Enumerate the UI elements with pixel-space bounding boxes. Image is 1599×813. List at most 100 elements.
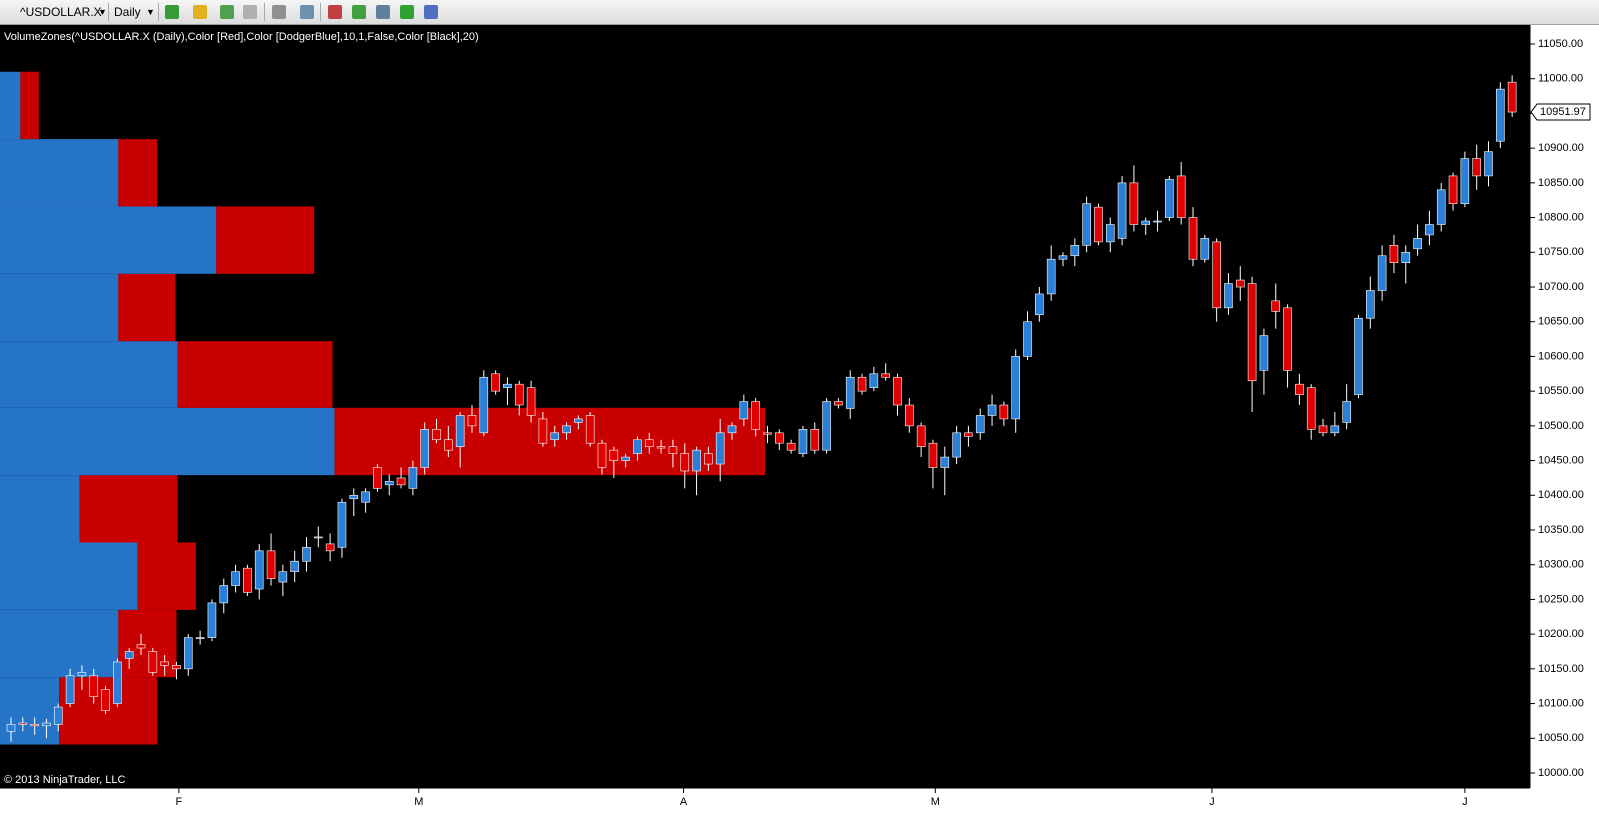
- candle-body: [1283, 307, 1292, 371]
- y-tick-label: 10550.00: [1538, 385, 1584, 397]
- candle-body: [822, 401, 831, 451]
- indicator-label: VolumeZones(^USDOLLAR.X (Daily),Color [R…: [4, 31, 479, 43]
- candle-body: [1035, 293, 1044, 316]
- candle-body: [1507, 81, 1517, 113]
- dropdown-arrow: ▼: [98, 7, 107, 17]
- chart-style-button[interactable]: [165, 5, 179, 19]
- candle-body: [1318, 425, 1328, 434]
- x-tick-label: M: [931, 796, 940, 808]
- y-tick-label: 10650.00: [1538, 316, 1584, 328]
- candle-body: [491, 373, 500, 392]
- candle-body: [574, 418, 583, 423]
- y-tick-label: 10500.00: [1538, 420, 1584, 432]
- candle-body: [1436, 189, 1446, 225]
- candle-body: [254, 550, 264, 590]
- candle-body: [113, 661, 122, 704]
- candle-body: [1271, 300, 1281, 312]
- candle-body: [101, 689, 110, 711]
- candle-body: [53, 706, 63, 725]
- candle-body: [337, 501, 347, 548]
- strategies-button[interactable]: [376, 5, 390, 19]
- candle-body: [1389, 245, 1399, 263]
- candle-body: [597, 442, 607, 468]
- candle-body: [1484, 151, 1493, 177]
- zoom-button[interactable]: [300, 5, 314, 19]
- candle-body: [715, 432, 725, 465]
- candle-body: [1413, 238, 1422, 250]
- candle-body: [550, 432, 560, 441]
- candle-body: [148, 651, 158, 673]
- candle-body: [42, 722, 51, 727]
- candle-body: [987, 404, 997, 416]
- zone-down-volume: [79, 475, 178, 543]
- dropdown-arrow: ▼: [146, 7, 155, 17]
- symbol-selector[interactable]: ^USDOLLAR.X: [20, 5, 102, 19]
- candle-body: [1306, 387, 1316, 430]
- candle-body: [1082, 203, 1091, 246]
- data-box-button[interactable]: [424, 5, 438, 19]
- copyright: © 2013 NinjaTrader, LLC: [4, 774, 125, 786]
- candle-body: [467, 415, 477, 427]
- candle-body: [349, 494, 359, 500]
- candle-body: [444, 439, 453, 451]
- candle-body: [633, 439, 642, 454]
- price-axis-background: [1530, 25, 1599, 813]
- candle-body: [1247, 283, 1257, 382]
- indicators-button[interactable]: [352, 5, 366, 19]
- orders-button[interactable]: [400, 5, 414, 19]
- separator: [320, 3, 321, 21]
- candle-body: [763, 432, 772, 435]
- candle-body: [314, 536, 323, 539]
- candle-body: [290, 560, 299, 572]
- candle-body: [810, 429, 820, 451]
- separator: [264, 3, 265, 21]
- zone-down-volume: [137, 542, 196, 610]
- candle-body: [940, 456, 950, 468]
- y-tick-label: 10400.00: [1538, 489, 1584, 501]
- candle-body: [219, 585, 229, 604]
- candle-body: [1472, 158, 1481, 177]
- y-tick-label: 11050.00: [1538, 38, 1583, 50]
- x-tick-label: J: [1462, 796, 1468, 808]
- y-tick-label: 10250.00: [1538, 593, 1584, 605]
- separator: [158, 3, 159, 21]
- plot-layer: 10000.00 10050.00 10100.00 10150.00 10200.00…: [0, 38, 1591, 808]
- y-tick-label: 10300.00: [1538, 559, 1584, 571]
- candle-body: [562, 425, 571, 434]
- remove-button[interactable]: [243, 5, 257, 19]
- add-button[interactable]: [220, 5, 234, 19]
- candle-body: [65, 675, 75, 704]
- candle-body: [184, 637, 193, 670]
- last-price-marker: [1530, 103, 1591, 121]
- zone-down-volume: [118, 273, 176, 342]
- candle-body: [1235, 279, 1245, 288]
- candle-body: [1200, 238, 1210, 260]
- candle-body: [727, 425, 737, 434]
- y-tick-label: 10800.00: [1538, 211, 1584, 223]
- candle-body: [538, 418, 548, 444]
- candle-body: [432, 429, 441, 441]
- properties-button[interactable]: [328, 5, 342, 19]
- candle-body: [1117, 182, 1127, 239]
- candle-body: [77, 672, 87, 677]
- candle-body: [514, 383, 524, 406]
- candle-body: [751, 401, 760, 430]
- y-tick-label: 10900.00: [1538, 142, 1584, 154]
- candle-body: [396, 477, 406, 486]
- zone-down-volume: [216, 206, 315, 274]
- candle-body: [479, 376, 489, 434]
- candle-body: [1460, 158, 1470, 204]
- candle-body: [278, 571, 288, 583]
- candle-body: [243, 567, 252, 593]
- cursor-button[interactable]: [272, 5, 286, 19]
- interval-selector[interactable]: Daily: [114, 5, 141, 19]
- draw-tool-button[interactable]: [193, 5, 207, 19]
- candle-body: [1425, 224, 1434, 236]
- candle-body: [1141, 220, 1151, 225]
- zone-down-volume: [59, 677, 158, 745]
- x-tick-label: M: [414, 796, 423, 808]
- candle-body: [1212, 241, 1221, 309]
- candle-body: [195, 637, 205, 639]
- candle-body: [231, 571, 240, 586]
